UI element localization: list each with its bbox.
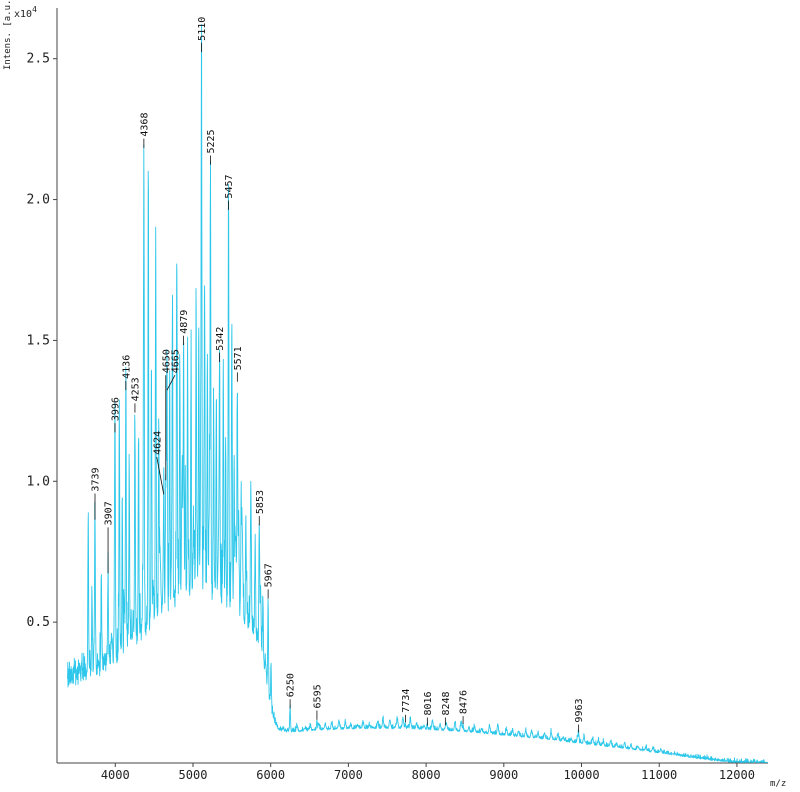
peak-label: 4665 <box>170 349 181 373</box>
x-axis-title: m/z <box>770 779 786 789</box>
y-scale-label: x104 <box>14 5 37 20</box>
y-tick-label: 1.5 <box>27 333 50 348</box>
y-scale-exponent: 4 <box>32 5 37 14</box>
y-tick-label: 2.5 <box>27 52 50 67</box>
peak-label: 8476 <box>459 690 470 714</box>
peak-label: 5225 <box>206 129 217 153</box>
peak-label: 4624 <box>152 431 163 455</box>
spectrum-trace <box>66 24 769 763</box>
peak-label: 9963 <box>574 698 585 722</box>
spectrum-trace-group <box>66 24 769 763</box>
x-tick-label: 10000 <box>563 768 599 782</box>
peak-label: 3996 <box>110 397 121 421</box>
peak-label: 3907 <box>104 501 115 525</box>
x-tick-label: 5000 <box>179 768 208 782</box>
x-tick-label: 6000 <box>256 768 285 782</box>
peak-label: 4368 <box>139 112 150 136</box>
x-tick-label: 9000 <box>489 768 518 782</box>
peak-label: 5853 <box>255 490 266 514</box>
x-tick-label: 12000 <box>719 768 755 782</box>
y-tick-label: 2.0 <box>27 193 50 208</box>
peak-leader-line <box>156 456 165 495</box>
x-tick-label: 8000 <box>412 768 441 782</box>
peak-label: 4879 <box>179 310 190 334</box>
peak-label: 8016 <box>423 691 434 715</box>
peak-label: 4650 <box>161 349 172 373</box>
peak-leader-line <box>166 375 176 391</box>
peak-label: 8248 <box>441 691 452 715</box>
peak-label: 7734 <box>401 689 412 713</box>
x-tick-label: 4000 <box>101 768 130 782</box>
y-axis-title: Intens. [a.u.] <box>3 0 13 70</box>
peak-label: 4253 <box>130 377 141 401</box>
peak-label: 5571 <box>233 346 244 370</box>
x-tick-label: 11000 <box>641 768 677 782</box>
peak-label: 6250 <box>286 673 297 697</box>
peak-label: 6595 <box>312 684 323 708</box>
y-scale-mantissa: x10 <box>14 9 32 20</box>
peak-label: 3739 <box>90 467 101 491</box>
x-tick-label: 7000 <box>334 768 363 782</box>
y-tick-label: 0.5 <box>27 615 50 630</box>
axes: 4000 5000 6000 7000 8000 9000 10000 11000 12000 0… <box>27 8 768 782</box>
peak-label: 4136 <box>121 355 132 379</box>
y-tick-label: 1.0 <box>27 474 50 489</box>
peak-label: 5967 <box>264 563 275 587</box>
peak-label: 5110 <box>197 17 208 41</box>
peak-label: 5457 <box>224 174 235 198</box>
peak-label: 5342 <box>215 327 226 351</box>
